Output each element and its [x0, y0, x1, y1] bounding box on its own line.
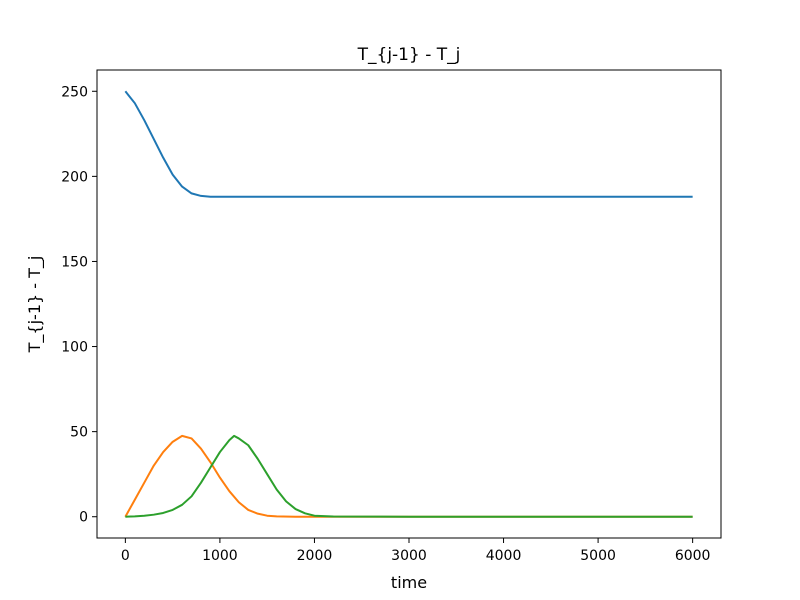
x-tick-label: 1000 — [202, 548, 238, 564]
series-line-2 — [124, 434, 693, 518]
y-tick-label: 0 — [79, 510, 88, 526]
y-axis-label: T_{j-1} - T_j — [25, 256, 45, 354]
y-tick-label: 200 — [61, 169, 88, 185]
x-axis-label: time — [391, 573, 427, 592]
series-line-3 — [125, 434, 693, 518]
y-tick-label: 50 — [70, 425, 88, 441]
axes-frame — [96, 69, 722, 539]
x-tick-label: 3000 — [391, 548, 427, 564]
y-tick-label: 150 — [61, 254, 88, 270]
y-axis-ticks: 0 50 100 150 200 250 — [61, 84, 97, 526]
series-line-1 — [124, 90, 693, 198]
x-tick-label: 6000 — [675, 548, 711, 564]
x-tick-label: 2000 — [297, 548, 333, 564]
series-layer — [124, 90, 693, 518]
x-tick-label: 0 — [121, 548, 130, 564]
x-tick-label: 5000 — [580, 548, 616, 564]
y-tick-label: 250 — [61, 84, 88, 100]
x-tick-label: 4000 — [486, 548, 522, 564]
x-axis-ticks: 0 1000 2000 3000 4000 5000 6000 — [121, 538, 711, 564]
y-tick-label: 100 — [61, 340, 88, 356]
chart-title: T_{j-1} - T_j — [357, 45, 461, 65]
